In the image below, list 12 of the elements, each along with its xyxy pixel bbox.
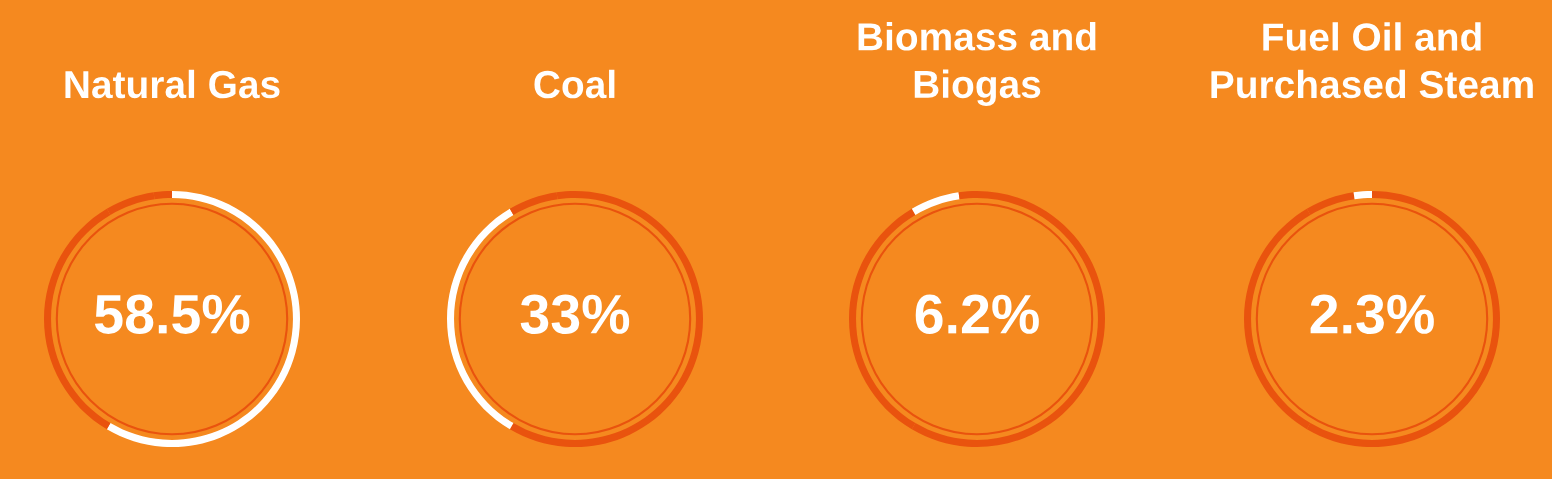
donut-slice xyxy=(911,192,960,215)
chart-title: Coal xyxy=(534,69,615,99)
donut-slice xyxy=(1353,191,1372,200)
text: 2.3% xyxy=(1310,294,1434,334)
text: 33% xyxy=(520,294,630,334)
chart-title: Fuel Oil and Purchased Steam xyxy=(1211,22,1533,99)
donut-slice xyxy=(447,208,514,430)
text: 6.2% xyxy=(915,294,1039,334)
donut-slice xyxy=(509,191,703,447)
chart-title: Natural Gas xyxy=(65,69,280,99)
chart-title: Biomass and Biogas xyxy=(858,22,1096,106)
text: 58.5% xyxy=(94,294,250,334)
